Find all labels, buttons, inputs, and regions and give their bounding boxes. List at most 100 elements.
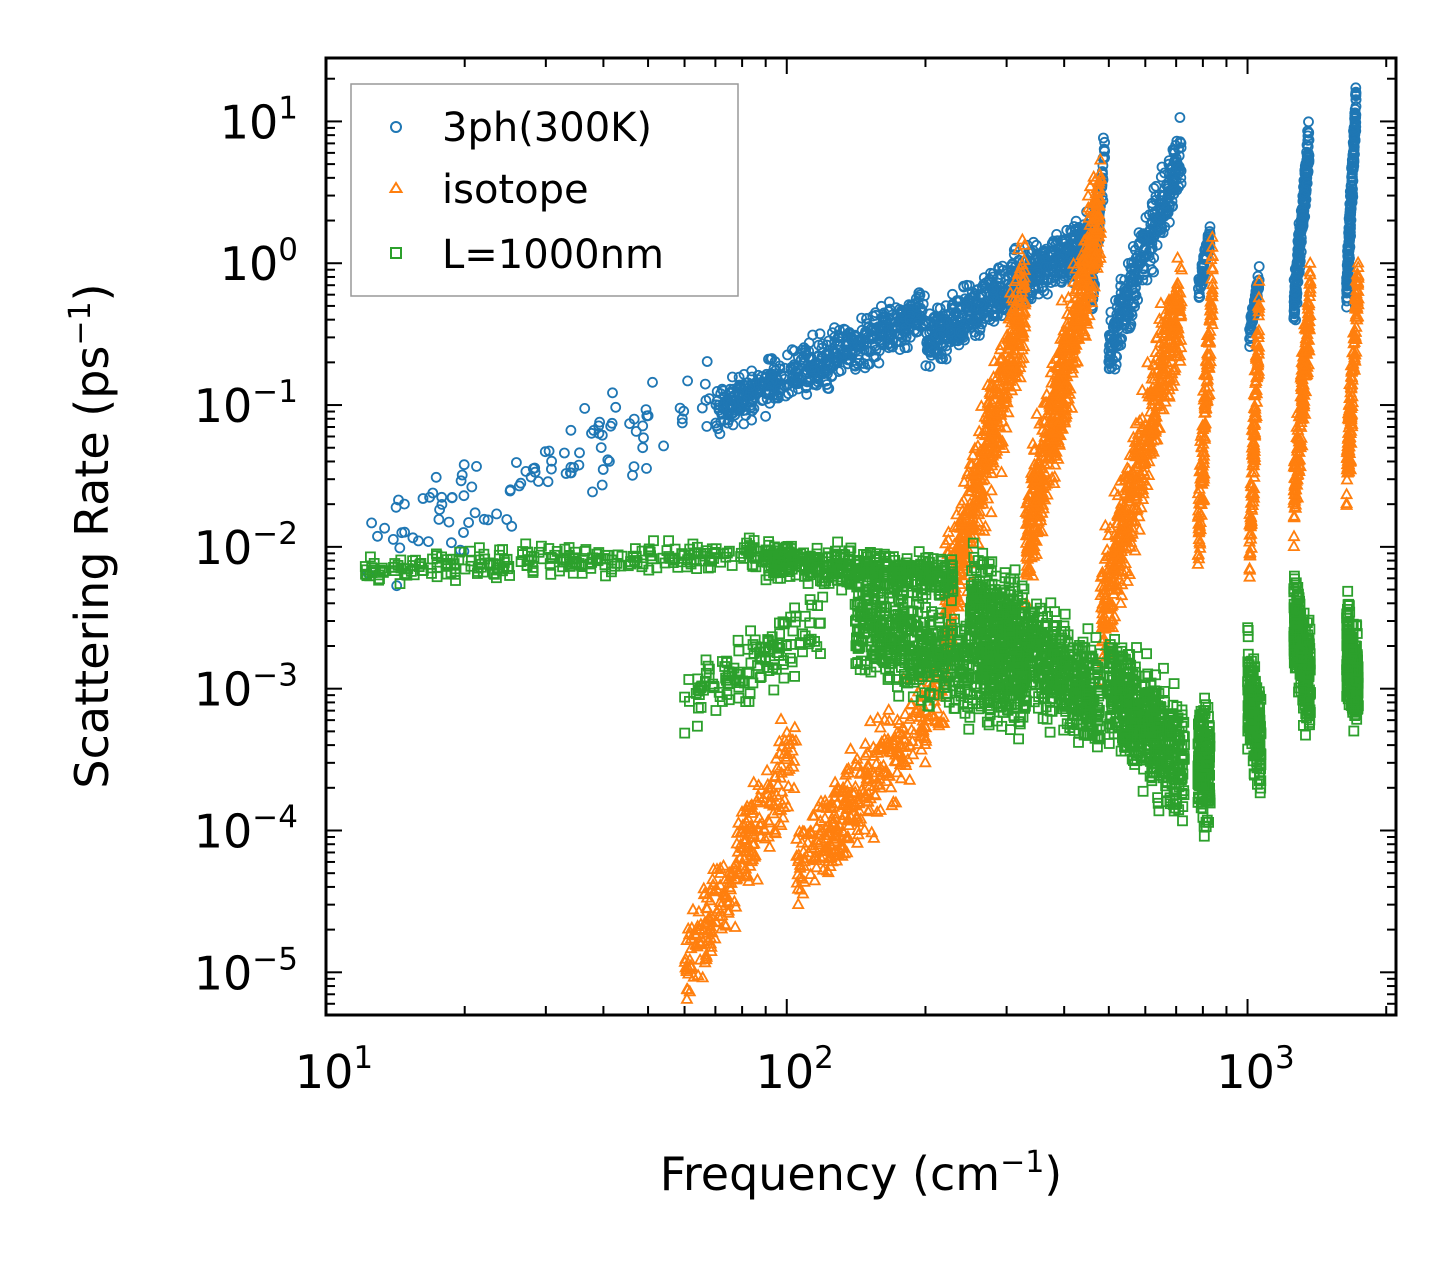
data-point <box>427 487 439 499</box>
data-point <box>533 475 544 487</box>
data-point <box>433 514 445 525</box>
data-point <box>895 336 907 348</box>
data-point <box>774 384 786 396</box>
data-point <box>543 445 555 457</box>
data-point <box>833 366 845 378</box>
data-point <box>733 371 745 383</box>
data-point <box>876 300 887 312</box>
data-point <box>506 520 518 532</box>
data-point <box>874 323 885 335</box>
data-point <box>586 427 597 439</box>
data-point <box>793 378 805 390</box>
data-point <box>879 312 891 324</box>
data-point <box>807 329 819 341</box>
data-point <box>593 427 605 439</box>
data-point <box>579 402 591 414</box>
data-point <box>501 514 513 525</box>
data-point <box>602 454 614 466</box>
data-point <box>379 522 391 534</box>
data-point <box>658 440 669 452</box>
data-point <box>638 432 649 444</box>
data-point <box>723 409 734 421</box>
data-point <box>463 517 475 528</box>
data-point <box>458 490 470 502</box>
data-point <box>394 542 406 554</box>
data-point <box>607 387 618 399</box>
data-point <box>910 293 922 305</box>
data-point <box>458 459 470 471</box>
data-point <box>821 379 833 390</box>
data-point <box>759 372 771 384</box>
data-point <box>597 464 609 475</box>
data-point <box>482 514 494 526</box>
data-point <box>764 385 775 397</box>
data-point <box>393 494 404 506</box>
data-point <box>861 318 873 330</box>
data-point <box>399 526 411 538</box>
data-point <box>817 361 829 373</box>
data-point <box>803 375 815 387</box>
data-point <box>574 447 585 459</box>
data-point <box>699 378 711 390</box>
data-point <box>443 516 455 528</box>
data-point <box>716 383 728 395</box>
data-point <box>712 423 724 435</box>
data-point <box>870 344 882 356</box>
data-point <box>624 418 635 430</box>
data-point <box>1038 285 1050 297</box>
data-point <box>827 343 839 355</box>
data-point <box>920 360 932 372</box>
data-point <box>469 507 481 519</box>
data-point <box>838 323 850 335</box>
data-point <box>888 316 900 328</box>
data-point <box>605 420 617 432</box>
data-point <box>504 485 516 497</box>
data-point <box>701 356 713 367</box>
data-point <box>751 386 763 398</box>
data-point <box>676 413 688 425</box>
data-point <box>806 361 818 373</box>
data-point <box>546 455 557 467</box>
data-point <box>911 301 922 313</box>
data-point <box>366 517 378 529</box>
data-point <box>924 360 936 372</box>
data-point <box>769 392 780 404</box>
series-layer <box>359 82 1365 1004</box>
data-point <box>455 475 467 487</box>
data-point <box>587 486 598 498</box>
data-point <box>760 410 771 422</box>
data-point <box>827 327 838 339</box>
data-point <box>511 457 522 468</box>
data-point <box>800 344 812 355</box>
data-point <box>430 471 442 483</box>
data-point <box>546 463 557 475</box>
data-point <box>842 345 853 356</box>
data-point <box>1008 244 1020 256</box>
data-point <box>458 527 469 538</box>
data-point <box>595 442 607 454</box>
data-point <box>676 417 688 429</box>
data-point <box>387 534 399 545</box>
data-point <box>565 424 577 436</box>
data-point <box>637 420 649 432</box>
data-point <box>847 333 858 344</box>
data-point <box>870 307 881 319</box>
data-point <box>864 358 875 370</box>
data-point <box>801 388 813 400</box>
data-point <box>850 363 861 375</box>
data-point <box>725 398 737 410</box>
data-point <box>674 402 686 414</box>
data-point <box>737 405 749 417</box>
data-point <box>785 364 797 376</box>
data-point <box>714 428 726 440</box>
data-point <box>727 371 738 383</box>
data-point <box>858 358 869 369</box>
data-point <box>731 405 743 416</box>
data-point <box>565 467 577 479</box>
data-point <box>422 536 434 547</box>
data-point <box>890 336 902 348</box>
data-point <box>390 501 402 513</box>
data-point <box>391 580 403 592</box>
data-point <box>895 306 907 318</box>
data-point <box>647 376 658 388</box>
